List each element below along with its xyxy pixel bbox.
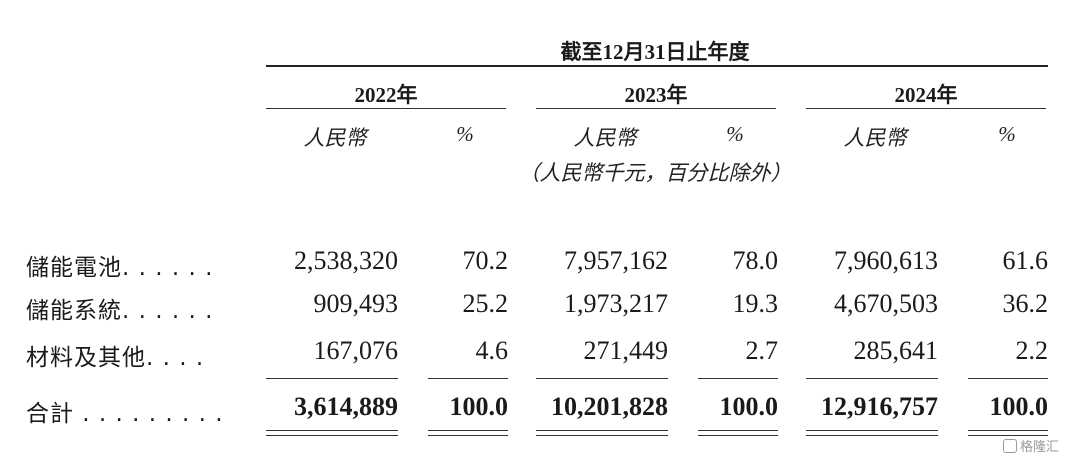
year-rule-2023	[536, 108, 776, 109]
subtotal-rule	[266, 378, 398, 379]
total-cell: 3,614,889	[294, 392, 398, 421]
subtotal-rule	[428, 378, 508, 379]
table-cell: 167,076	[313, 336, 399, 365]
double-rule	[698, 430, 778, 431]
double-rule	[428, 430, 508, 431]
unit-label-2024: 人民幣	[843, 126, 907, 150]
double-rule	[536, 430, 668, 431]
double-rule	[806, 430, 938, 431]
table-cell: 271,449	[583, 336, 669, 365]
table-cell: 4,670,503	[834, 289, 938, 318]
year-2022: 2022年	[354, 83, 418, 107]
total-cell: 100.0	[449, 392, 509, 421]
table-cell: 78.0	[732, 246, 779, 275]
period-header: 截至12月31日止年度	[560, 40, 750, 64]
double-rule	[536, 435, 668, 436]
table-cell: 285,641	[853, 336, 939, 365]
table-cell: 25.2	[462, 289, 509, 318]
table-cell: 2.7	[745, 336, 779, 365]
pct-label-2024: %	[998, 122, 1016, 146]
total-cell: 12,916,757	[821, 392, 938, 421]
table-cell: 2,538,320	[294, 246, 398, 275]
row-label-materials-and-others: 材料及其他. . . .	[26, 345, 205, 371]
table-cell: 61.6	[1002, 246, 1049, 275]
double-rule	[968, 430, 1048, 431]
double-rule	[968, 435, 1048, 436]
year-rule-2022	[266, 108, 506, 109]
total-cell: 100.0	[719, 392, 779, 421]
row-label-energy-storage-system: 儲能系統. . . . . .	[26, 298, 214, 324]
year-2023: 2023年	[624, 83, 688, 107]
year-rule-2024	[806, 108, 1046, 109]
subtotal-rule	[536, 378, 668, 379]
watermark-text: 格隆汇	[1020, 440, 1060, 455]
period-rule	[266, 65, 1048, 67]
row-label-total: 合計 . . . . . . . . .	[26, 401, 224, 427]
table-cell: 2.2	[1015, 336, 1049, 365]
pct-label-2022: %	[456, 122, 474, 146]
subtotal-rule	[806, 378, 938, 379]
double-rule	[266, 430, 398, 431]
watermark: 格隆汇	[1003, 436, 1059, 455]
table-cell: 4.6	[475, 336, 509, 365]
table-cell: 7,960,613	[834, 246, 938, 275]
watermark-logo-icon	[1003, 438, 1017, 453]
table-cell: 909,493	[313, 289, 399, 318]
pct-label-2023: %	[726, 122, 744, 146]
table-cell: 19.3	[732, 289, 779, 318]
total-cell: 10,201,828	[551, 392, 668, 421]
subtotal-rule	[698, 378, 778, 379]
double-rule	[698, 435, 778, 436]
table-cell: 36.2	[1002, 289, 1049, 318]
table-cell: 70.2	[462, 246, 509, 275]
double-rule	[266, 435, 398, 436]
table-cell: 7,957,162	[564, 246, 668, 275]
row-label-energy-storage-battery: 儲能電池. . . . . .	[26, 255, 214, 281]
subtotal-rule	[968, 378, 1048, 379]
unit-label-2022: 人民幣	[303, 126, 367, 150]
double-rule	[428, 435, 508, 436]
double-rule	[806, 435, 938, 436]
unit-note: （人民幣千元，百分比除外）	[518, 161, 792, 185]
year-2024: 2024年	[894, 83, 958, 107]
table-cell: 1,973,217	[564, 289, 668, 318]
unit-label-2023: 人民幣	[573, 126, 637, 150]
total-cell: 100.0	[989, 392, 1049, 421]
